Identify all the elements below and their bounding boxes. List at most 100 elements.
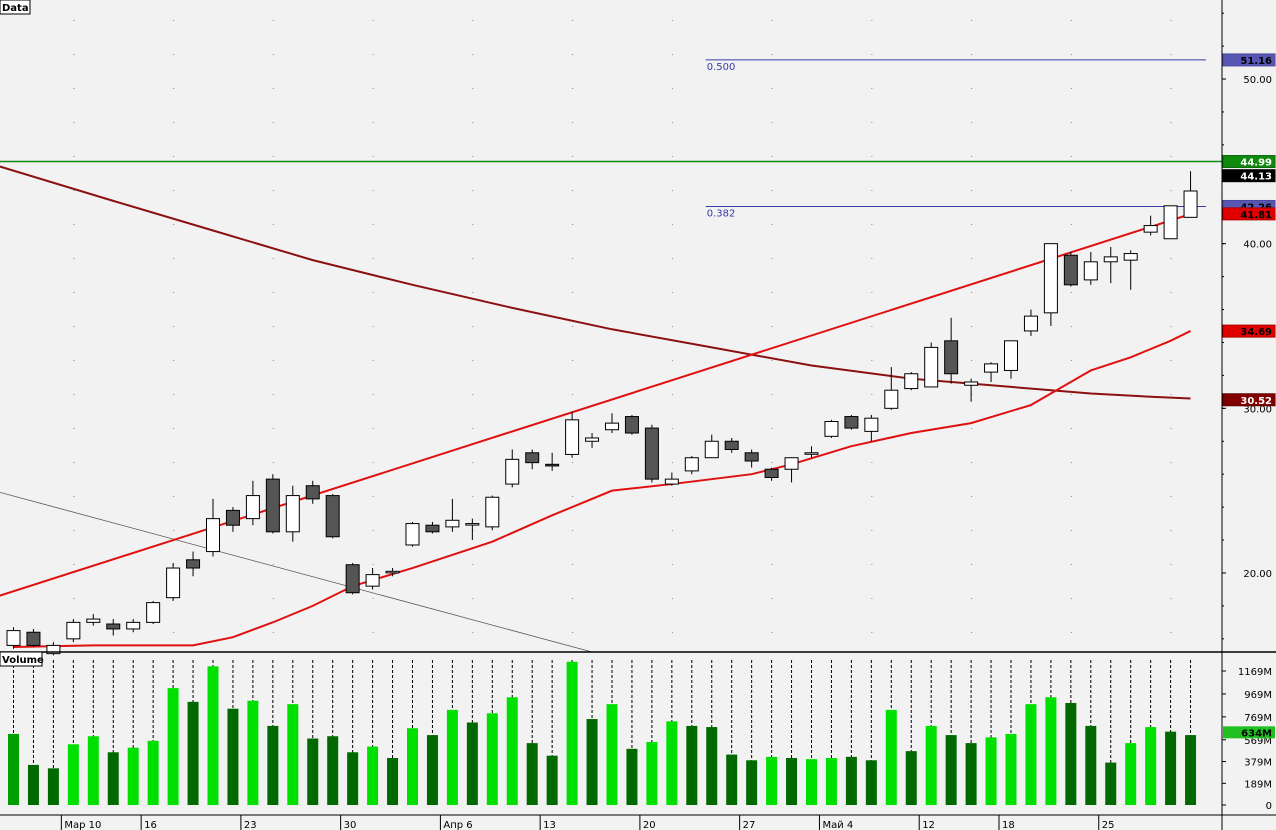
grid-dot bbox=[272, 156, 274, 157]
candle bbox=[1123, 250, 1138, 290]
grid-dot bbox=[1070, 598, 1072, 599]
grid-dot bbox=[871, 394, 873, 395]
candle-body bbox=[605, 422, 619, 431]
candle-body bbox=[505, 458, 520, 485]
grid-dot bbox=[871, 292, 873, 293]
grid-dot bbox=[1070, 632, 1072, 633]
moving-average-short bbox=[13, 330, 1191, 649]
grid-dot bbox=[372, 122, 374, 123]
volume-bar bbox=[526, 743, 538, 805]
grid-dot bbox=[1070, 428, 1072, 429]
volume-bar bbox=[746, 760, 758, 805]
volume-bar bbox=[367, 746, 379, 805]
candle bbox=[1183, 171, 1198, 218]
candle bbox=[485, 495, 500, 531]
grid-dot bbox=[671, 190, 673, 191]
grid-dot bbox=[1170, 292, 1172, 293]
volume-bar bbox=[1105, 762, 1117, 805]
candle bbox=[505, 449, 520, 488]
candle-body bbox=[1163, 205, 1178, 240]
candle-body bbox=[186, 559, 201, 569]
grid-dot bbox=[73, 496, 75, 497]
grid-dot bbox=[272, 122, 274, 123]
grid-dot bbox=[272, 598, 274, 599]
candle bbox=[864, 414, 879, 442]
grid-dot bbox=[372, 428, 374, 429]
price-badge-box bbox=[1222, 155, 1276, 169]
price-badge-box bbox=[1222, 393, 1276, 407]
grid-dot bbox=[73, 20, 75, 21]
grid-dot bbox=[472, 564, 474, 565]
x-tick-label: 16 bbox=[144, 820, 157, 830]
volume-tick-label: 379M bbox=[1244, 758, 1272, 769]
volume-bar bbox=[407, 728, 418, 805]
volume-badge-box bbox=[1223, 726, 1275, 739]
candle-body bbox=[664, 478, 679, 485]
grid-dot bbox=[272, 20, 274, 21]
candle bbox=[1063, 251, 1078, 287]
grid-dot bbox=[871, 564, 873, 565]
grid-dot bbox=[472, 462, 474, 463]
grid-dot bbox=[472, 598, 474, 599]
grid-dot bbox=[472, 88, 474, 89]
grid-dot bbox=[871, 462, 873, 463]
candle-body bbox=[884, 389, 899, 409]
candle-body bbox=[525, 452, 540, 464]
candle-body bbox=[26, 631, 41, 646]
grid-dot bbox=[771, 224, 773, 225]
grid-dot bbox=[771, 190, 773, 191]
grid-dot bbox=[671, 258, 673, 259]
grid-dot bbox=[971, 428, 973, 429]
grid-dot bbox=[572, 462, 574, 463]
candle-body bbox=[365, 574, 380, 587]
candle-body bbox=[305, 485, 320, 500]
volume-badge-label: 634M bbox=[1241, 728, 1272, 739]
candle-body bbox=[565, 419, 580, 455]
grid-dot bbox=[671, 360, 673, 361]
volume-tick-label: 769M bbox=[1244, 713, 1272, 724]
candle bbox=[225, 507, 240, 532]
grid-dot bbox=[372, 394, 374, 395]
grid-dot bbox=[472, 292, 474, 293]
grid-dot bbox=[671, 224, 673, 225]
candle bbox=[445, 498, 460, 532]
candle-body bbox=[425, 524, 440, 533]
candle bbox=[764, 467, 779, 481]
price-badge: 44.99 bbox=[1222, 155, 1276, 169]
grid-dot bbox=[771, 156, 773, 157]
volume-bar bbox=[885, 709, 897, 805]
price-badge: 30.52 bbox=[1222, 393, 1276, 407]
x-tick-label: 27 bbox=[743, 820, 756, 830]
grid-dot bbox=[173, 360, 175, 361]
candle-body bbox=[964, 381, 979, 386]
volume-bar bbox=[426, 735, 438, 805]
x-tick-label: 23 bbox=[244, 820, 257, 830]
grid-dot bbox=[871, 224, 873, 225]
volume-tick-label: 569M bbox=[1244, 736, 1272, 747]
candle-body bbox=[1103, 256, 1118, 263]
candle-body bbox=[704, 440, 719, 459]
grid-dot bbox=[73, 258, 75, 259]
candle bbox=[26, 628, 41, 648]
grid-dot bbox=[272, 428, 274, 429]
grid-dot bbox=[1170, 20, 1172, 21]
candle-body bbox=[944, 340, 959, 375]
candle-body bbox=[844, 416, 859, 429]
candle bbox=[545, 452, 560, 471]
panel-labels: Data Volume bbox=[0, 0, 44, 667]
grid-dot bbox=[871, 156, 873, 157]
grid-dot bbox=[272, 394, 274, 395]
candle bbox=[365, 568, 380, 590]
candle bbox=[146, 600, 161, 625]
grid-dot bbox=[1170, 530, 1172, 531]
candle-body bbox=[1043, 243, 1058, 314]
grid-dot bbox=[771, 564, 773, 565]
grid-dot bbox=[572, 20, 574, 21]
candle-body bbox=[924, 346, 939, 388]
grid-dot bbox=[1070, 20, 1072, 21]
candle-body bbox=[624, 416, 639, 434]
candle-body bbox=[385, 570, 400, 574]
grid-dot bbox=[372, 190, 374, 191]
